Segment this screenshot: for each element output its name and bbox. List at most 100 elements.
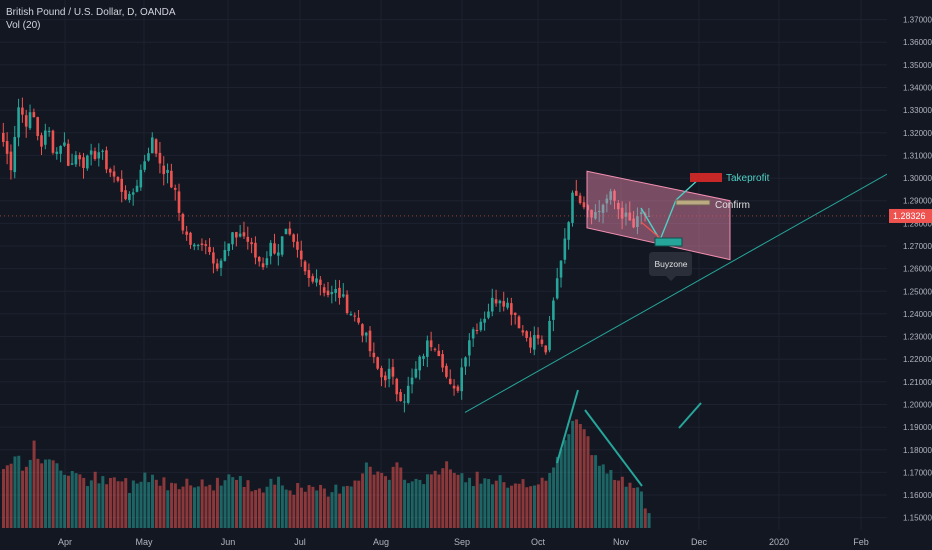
price-tick-label: 1.18000: [903, 446, 932, 455]
volume-bar: [617, 480, 621, 528]
volume-bar: [303, 491, 307, 528]
candle-body: [40, 135, 43, 147]
candle-body: [414, 368, 418, 378]
volume-bar: [299, 487, 303, 528]
candle-body: [552, 300, 555, 320]
candle-body: [582, 202, 586, 208]
candle-body: [529, 337, 532, 348]
candle-body: [235, 232, 238, 238]
volume-bar: [166, 490, 170, 528]
time-tick-label: Aug: [373, 537, 389, 547]
candle-body: [238, 233, 242, 237]
volume-bar: [112, 477, 116, 528]
volume-bar: [338, 493, 342, 528]
candle-body: [437, 350, 441, 357]
volume-bar: [445, 461, 449, 528]
volume-bar: [502, 482, 506, 528]
volume-bar: [349, 486, 353, 528]
volume-legend[interactable]: Vol (20): [6, 20, 41, 31]
volume-bar: [78, 474, 82, 528]
volume-bar: [636, 487, 640, 528]
candle-body: [555, 278, 559, 299]
volume-bar: [498, 475, 502, 528]
volume-bar: [529, 486, 533, 528]
volume-bar: [322, 488, 326, 528]
volume-bar: [40, 463, 44, 528]
candle-body: [101, 150, 104, 152]
time-tick-label: Oct: [531, 537, 546, 547]
volume-bar: [215, 477, 219, 528]
candle-body: [525, 331, 528, 338]
candle-body: [212, 252, 215, 264]
candle-body: [44, 130, 47, 145]
volume-bar: [452, 472, 456, 528]
candle-body: [498, 300, 502, 304]
candle-body: [231, 232, 234, 245]
candle-body: [59, 145, 62, 154]
candle-body: [311, 276, 315, 282]
candle-body: [284, 228, 288, 235]
candle-body: [189, 232, 192, 245]
candle-body: [406, 385, 410, 403]
volume-bar: [288, 490, 292, 528]
price-tick-label: 1.36000: [903, 38, 932, 47]
volume-bar: [403, 479, 407, 528]
symbol-title[interactable]: British Pound / U.S. Dollar, D, OANDA: [6, 7, 176, 18]
time-axis[interactable]: [0, 530, 932, 550]
volume-bar: [647, 513, 651, 528]
candle-body: [254, 242, 257, 258]
volume-bar: [181, 486, 185, 528]
volume-bar: [319, 484, 323, 528]
candle-body: [181, 214, 185, 231]
candle-body: [227, 243, 230, 251]
volume-bar: [242, 486, 246, 528]
volume-bar: [334, 484, 338, 528]
volume-bar: [44, 459, 48, 528]
candle-body: [204, 244, 208, 246]
candle-body: [196, 244, 200, 246]
volume-bar: [257, 488, 261, 528]
candle-body: [215, 263, 219, 269]
price-axis[interactable]: [887, 0, 932, 530]
candle-body: [571, 192, 574, 223]
chart-legend: British Pound / U.S. Dollar, D, OANDA Vo…: [6, 6, 176, 32]
volume-bar: [97, 483, 101, 528]
candle-body: [261, 263, 265, 268]
price-axis-labels: 1.37000 1.36000 1.35000 1.34000 1.33000 1.320…: [903, 16, 932, 523]
volume-bar: [448, 469, 452, 528]
candle-body: [513, 312, 517, 316]
volume-bar: [563, 440, 567, 528]
volume-bar: [368, 466, 372, 528]
candle-body: [563, 238, 567, 260]
candle-body: [620, 207, 624, 219]
drawings[interactable]: Takeprofit Confirm Buyzone: [464, 169, 895, 487]
volume-bar: [154, 479, 158, 528]
price-tick-label: 1.22000: [903, 355, 932, 364]
candle-body: [338, 287, 341, 298]
candle-body: [21, 107, 24, 115]
volume-bar: [185, 478, 189, 528]
volume-bar: [468, 477, 472, 528]
time-tick-label: 2020: [769, 537, 789, 547]
candle-body: [51, 130, 55, 153]
price-tick-label: 1.17000: [903, 468, 932, 477]
volume-bar: [235, 479, 239, 528]
candle-body: [120, 178, 124, 192]
price-tick-label: 1.28000: [903, 219, 932, 228]
volume-bar: [150, 474, 154, 528]
price-tick-label: 1.29000: [903, 197, 932, 206]
volume-bar: [525, 487, 529, 528]
candle-body: [510, 303, 513, 315]
volume-bar: [193, 487, 196, 528]
candle-body: [517, 316, 521, 329]
volume-bar: [17, 455, 21, 528]
volume-bar: [36, 458, 40, 528]
volume-bar: [624, 486, 628, 528]
candle-body: [609, 191, 612, 200]
volume-bar: [261, 492, 265, 528]
volume-bar: [2, 469, 5, 528]
volume-bar: [101, 476, 105, 528]
candle-body: [639, 212, 643, 215]
volume-bar: [296, 483, 300, 528]
